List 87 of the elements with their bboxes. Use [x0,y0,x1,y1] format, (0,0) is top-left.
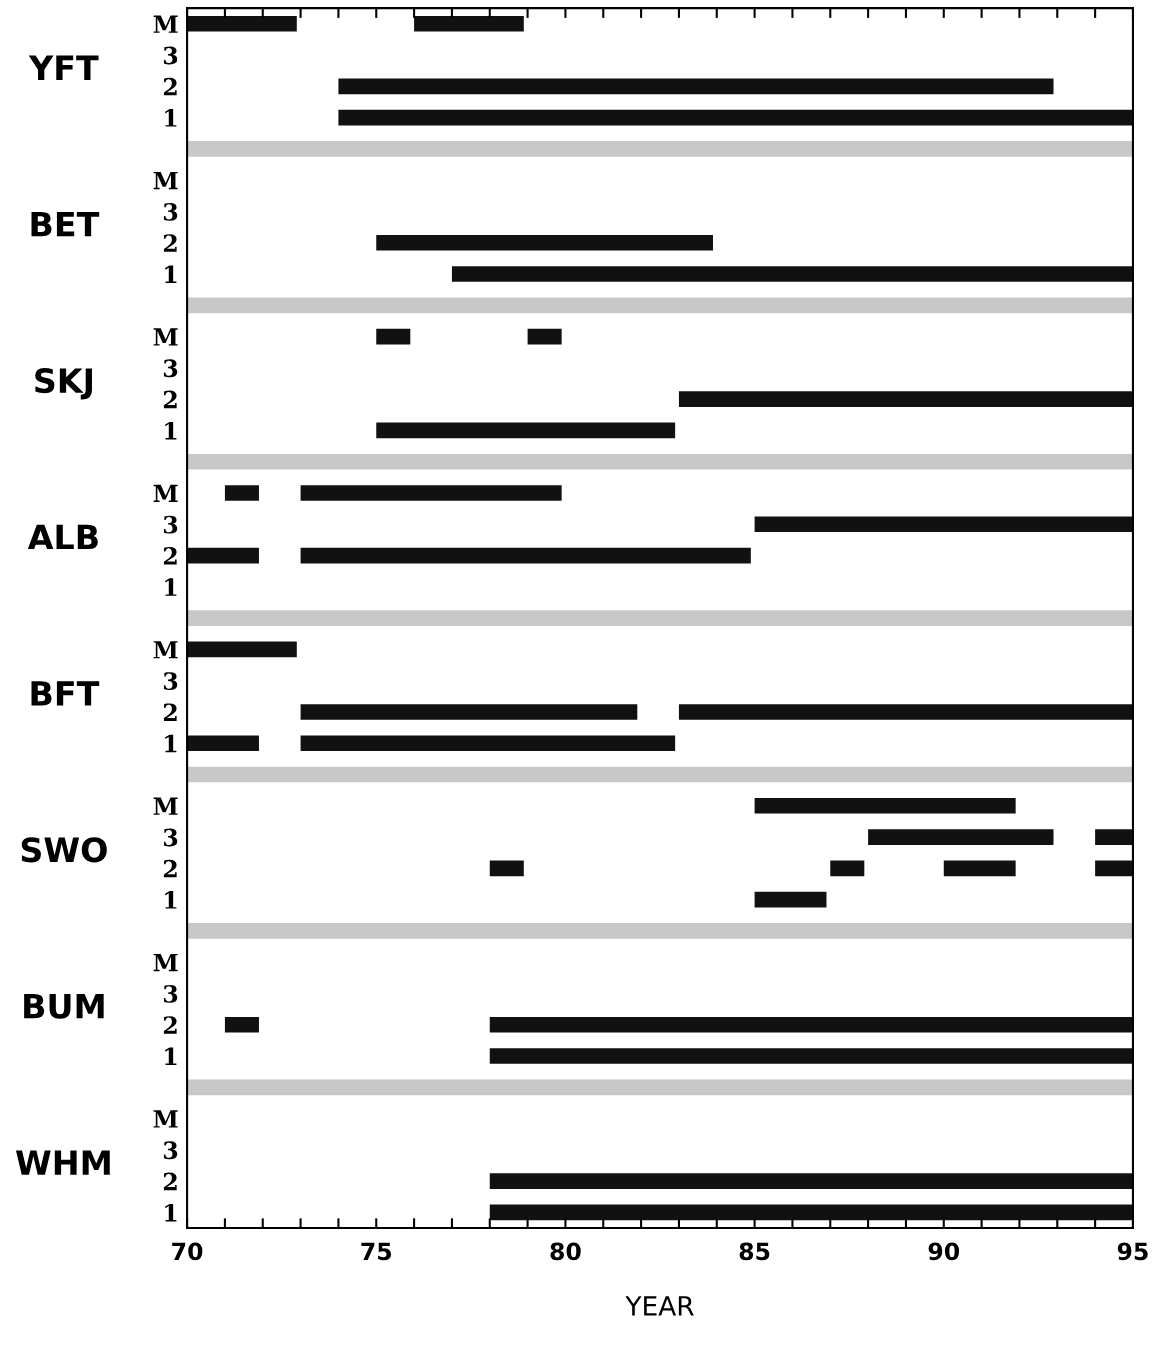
bar [1095,860,1133,877]
y-tick-label: 3 [163,984,178,1003]
x-tick-label: 70 [172,1242,203,1261]
y-tick-label: 1 [165,421,177,440]
text: ALB [27,524,98,550]
x-tick-label: 85 [739,1242,770,1261]
x-tick-label: 90 [928,1242,960,1261]
x-tick-label: 75 [361,1242,392,1261]
bar [187,1079,1133,1096]
y-tick-label: 1 [165,1047,177,1066]
bar [489,1173,1133,1189]
y-tick-label: M [153,15,178,33]
bar [868,829,1054,845]
y-tick-label: M [153,484,178,502]
bar [300,704,638,720]
bar [489,1048,1133,1064]
y-tick-label: 2 [163,703,177,721]
bar [187,735,259,752]
y-tick-label: 3 [163,202,178,221]
y-tick-label: 2 [163,1016,177,1034]
y-tick-label: 2 [163,390,177,409]
bar [224,1016,259,1033]
y-tick-label: M [153,797,178,815]
bar [754,797,1016,814]
bar [224,485,259,501]
y-tick-label: M [153,641,178,659]
bar [414,15,524,32]
bar [943,860,1016,877]
bar [754,516,1133,533]
bar [489,1016,1133,1033]
text: BUM [24,994,104,1019]
text: YFT [28,55,99,80]
y-tick-label: 2 [163,77,177,96]
bar [830,860,865,877]
y-tick-label: 2 [163,234,177,252]
bar [187,766,1133,783]
text: SKJ [35,367,92,400]
y-tick-label: 3 [163,672,178,690]
y-tick-label: 3 [163,46,178,65]
bar [678,704,1133,720]
bar [678,391,1133,407]
y-tick-label: 1 [165,109,177,127]
bar [489,1204,1133,1221]
y-tick-label: 3 [163,1141,178,1160]
bar [451,266,1133,282]
y-tick-label: 3 [163,828,178,847]
y-tick-label: 3 [163,359,178,378]
y-tick-label: 1 [165,734,177,753]
y-tick-label: 2 [163,547,177,565]
bar [187,453,1133,470]
bar [489,860,524,877]
y-tick-label: M [153,171,178,190]
bar [187,141,1133,157]
y-tick-label: 1 [165,265,177,284]
bar [1095,829,1133,845]
text: BFT [31,681,100,706]
bar [754,891,827,908]
text: BET [31,212,100,237]
y-tick-label: M [153,1110,178,1128]
x-axis-title: YEAR [625,1296,694,1316]
bar [376,234,713,251]
bar [187,641,297,658]
y-tick-label: 1 [165,891,177,909]
y-tick-label: 3 [163,515,178,534]
bar [376,328,411,345]
bar [300,547,751,564]
bar [187,610,1133,626]
y-tick-label: 2 [163,1172,177,1191]
y-tick-label: 1 [165,578,177,596]
bar [527,328,562,345]
x-tick-label: 80 [550,1242,581,1261]
text: WHM [15,1150,110,1175]
bar [300,485,562,501]
y-tick-label: M [153,953,178,972]
bar [376,422,676,439]
bar [338,109,1133,126]
bar [338,78,1054,95]
text: SWO [21,837,107,863]
bar [300,735,676,752]
bar [187,923,1133,939]
bar [187,15,297,32]
y-tick-label: M [153,328,178,346]
y-tick-label: 2 [163,859,177,878]
x-tick-label: 95 [1117,1242,1148,1261]
bar [187,297,1133,314]
bar [187,547,259,564]
y-tick-label: 1 [165,1203,177,1222]
